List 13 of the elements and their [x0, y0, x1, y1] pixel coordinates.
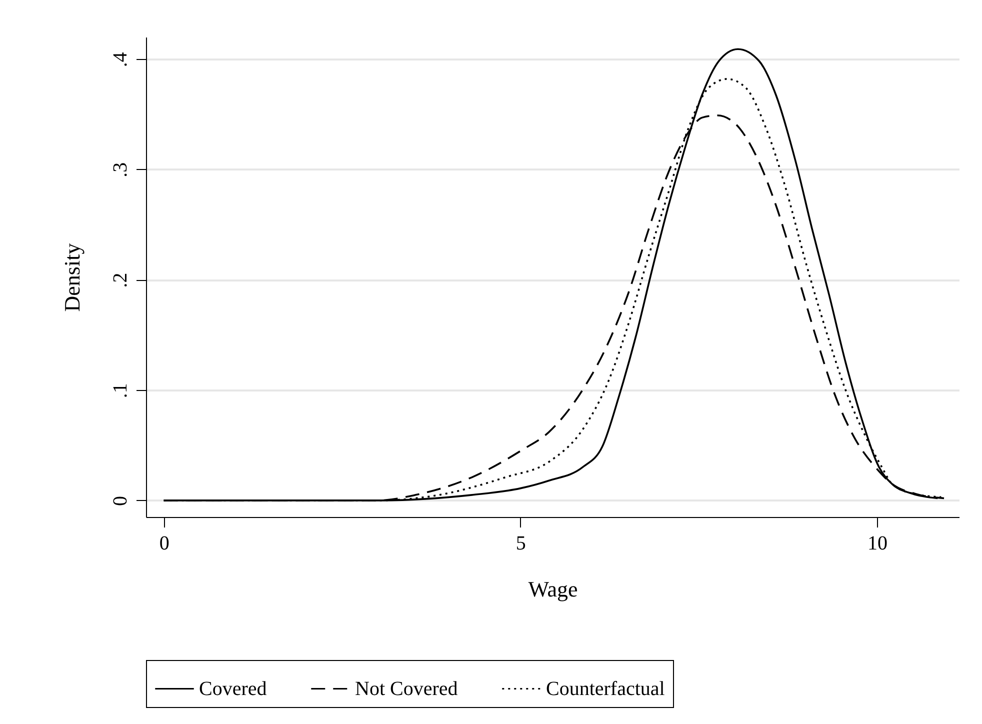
legend-label: Counterfactual	[546, 678, 666, 700]
legend-label: Not Covered	[355, 678, 458, 700]
x-tick-label: 0	[159, 532, 170, 554]
legend-label: Covered	[199, 678, 267, 700]
x-axis-title: Wage	[528, 576, 578, 602]
y-tick-label: .1	[110, 383, 132, 398]
y-tick-label: .4	[110, 52, 132, 68]
x-tick-label: 5	[516, 532, 526, 554]
y-tick-label: 0	[110, 496, 132, 506]
y-axis-title: Density	[60, 243, 84, 312]
y-tick-label: .3	[110, 162, 132, 178]
y-tick-label: .2	[110, 272, 132, 288]
x-tick-label: 10	[867, 532, 888, 554]
